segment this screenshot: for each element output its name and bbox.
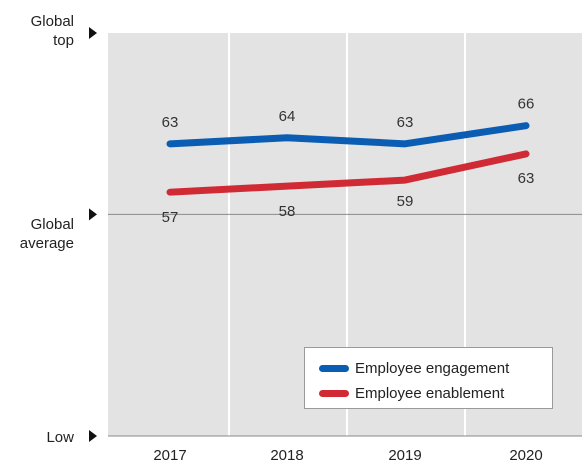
data-label-series-0-2017: 63 [162, 114, 179, 131]
data-label-series-0-2018: 64 [279, 108, 296, 125]
data-label-series-0-2020: 66 [518, 96, 535, 113]
series-line-0 [166, 122, 530, 148]
data-label-series-1-2020: 63 [518, 170, 535, 187]
data-label-series-1-2017: 57 [162, 209, 179, 226]
legend-label-engagement: Employee engagement [355, 359, 510, 377]
x-tick-label-2019: 2019 [388, 447, 421, 464]
data-label-series-0-2019: 63 [397, 114, 414, 131]
y-label-low: Low [46, 429, 74, 446]
legend-swatch-enablement [319, 389, 349, 397]
legend-item-engagement: Employee engagement [319, 358, 509, 378]
legend-swatch-engagement [319, 364, 349, 372]
y-label-global-average: Global average [19, 216, 74, 252]
x-tick-label-2020: 2020 [509, 447, 542, 464]
legend-label-enablement: Employee enablement [355, 384, 505, 402]
x-tick-label-2018: 2018 [270, 447, 303, 464]
y-level-arrow-icon-1 [89, 208, 97, 221]
x-tick-label-2017: 2017 [153, 447, 186, 464]
legend-item-enablement: Employee enablement [319, 383, 504, 403]
data-label-series-1-2019: 59 [397, 193, 414, 210]
y-level-arrow-icon-0 [89, 27, 97, 39]
legend: Employee engagement Employee enablement [304, 347, 553, 409]
y-level-arrow-icon-2 [89, 430, 97, 442]
series-line-1 [166, 150, 530, 196]
y-label-global-top: Global top [30, 13, 74, 49]
data-label-series-1-2018: 58 [279, 203, 296, 220]
